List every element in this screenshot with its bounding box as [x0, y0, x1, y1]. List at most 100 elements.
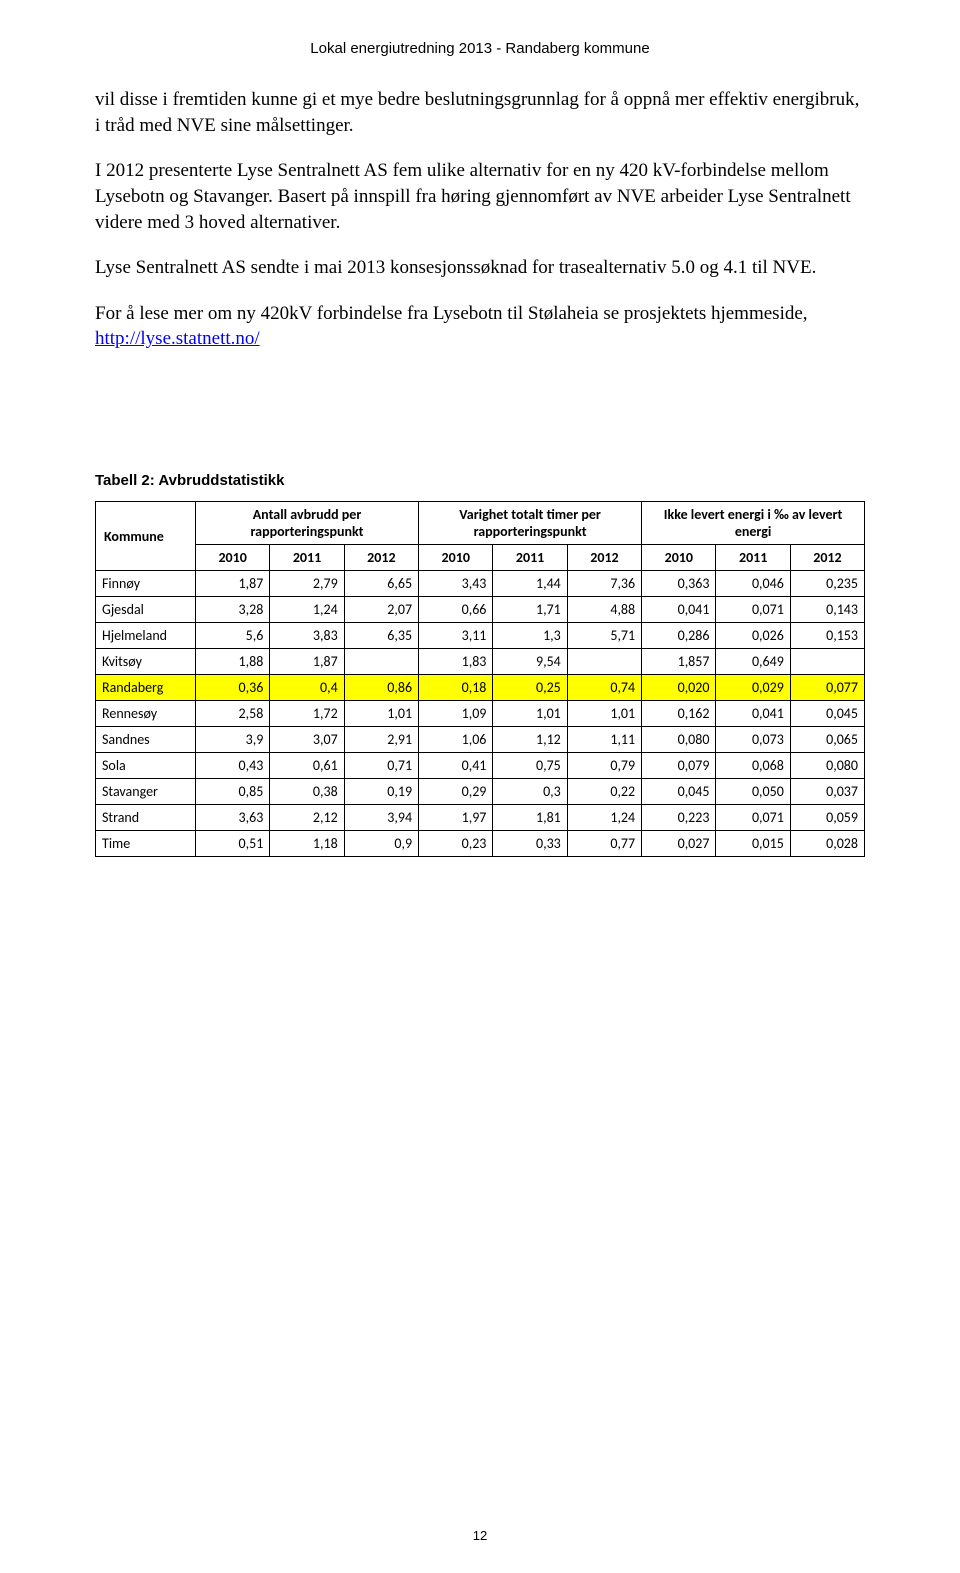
table-caption: Tabell 2: Avbruddstatistikk	[95, 472, 865, 489]
document-page: Lokal energiutredning 2013 - Randaberg k…	[0, 0, 960, 1573]
value-cell: 7,36	[567, 571, 641, 597]
value-cell: 0,23	[419, 831, 493, 857]
value-cell: 0,86	[344, 675, 418, 701]
value-cell: 1,06	[419, 727, 493, 753]
value-cell: 0,649	[716, 649, 790, 675]
value-cell: 1,24	[270, 597, 344, 623]
value-cell: 1,87	[270, 649, 344, 675]
year-head: 2011	[270, 545, 344, 571]
col-group-antall: Antall avbrudd per rapporteringspunkt	[195, 502, 418, 545]
value-cell: 0,027	[642, 831, 716, 857]
value-cell: 2,07	[344, 597, 418, 623]
project-link[interactable]: http://lyse.statnett.no/	[95, 328, 260, 349]
year-head: 2012	[567, 545, 641, 571]
kommune-cell: Kvitsøy	[96, 649, 196, 675]
value-cell: 0,080	[642, 727, 716, 753]
paragraph-4: For å lese mer om ny 420kV forbindelse f…	[95, 301, 865, 352]
value-cell: 1,11	[567, 727, 641, 753]
value-cell: 1,24	[567, 805, 641, 831]
value-cell: 0,153	[790, 623, 864, 649]
value-cell: 0,3	[493, 779, 567, 805]
value-cell: 0,068	[716, 753, 790, 779]
value-cell: 0,363	[642, 571, 716, 597]
value-cell: 1,71	[493, 597, 567, 623]
value-cell: 9,54	[493, 649, 567, 675]
value-cell: 1,3	[493, 623, 567, 649]
value-cell: 0,015	[716, 831, 790, 857]
value-cell: 3,11	[419, 623, 493, 649]
value-cell: 3,9	[195, 727, 269, 753]
paragraph-3: Lyse Sentralnett AS sendte i mai 2013 ko…	[95, 255, 865, 281]
value-cell: 0,059	[790, 805, 864, 831]
table-row: Finnøy1,872,796,653,431,447,360,3630,046…	[96, 571, 865, 597]
value-cell: 0,041	[716, 701, 790, 727]
year-head: 2010	[419, 545, 493, 571]
kommune-cell: Time	[96, 831, 196, 857]
value-cell: 6,35	[344, 623, 418, 649]
year-head: 2011	[493, 545, 567, 571]
value-cell	[567, 649, 641, 675]
value-cell: 0,050	[716, 779, 790, 805]
value-cell: 1,81	[493, 805, 567, 831]
value-cell: 0,028	[790, 831, 864, 857]
value-cell: 1,12	[493, 727, 567, 753]
table-row: Sola0,430,610,710,410,750,790,0790,0680,…	[96, 753, 865, 779]
table-row: Strand3,632,123,941,971,811,240,2230,071…	[96, 805, 865, 831]
value-cell: 0,71	[344, 753, 418, 779]
col-head-kommune: Kommune	[96, 502, 196, 571]
value-cell: 2,79	[270, 571, 344, 597]
value-cell: 0,75	[493, 753, 567, 779]
value-cell: 0,235	[790, 571, 864, 597]
value-cell: 0,223	[642, 805, 716, 831]
year-head: 2010	[642, 545, 716, 571]
value-cell	[790, 649, 864, 675]
year-head: 2010	[195, 545, 269, 571]
value-cell: 3,28	[195, 597, 269, 623]
kommune-cell: Randaberg	[96, 675, 196, 701]
value-cell: 2,58	[195, 701, 269, 727]
kommune-cell: Sandnes	[96, 727, 196, 753]
value-cell: 0,22	[567, 779, 641, 805]
value-cell: 1,72	[270, 701, 344, 727]
value-cell: 0,071	[716, 805, 790, 831]
table-year-row: 2010 2011 2012 2010 2011 2012 2010 2011 …	[96, 545, 865, 571]
paragraph-2: I 2012 presenterte Lyse Sentralnett AS f…	[95, 158, 865, 235]
value-cell: 0,25	[493, 675, 567, 701]
value-cell: 1,09	[419, 701, 493, 727]
value-cell: 0,162	[642, 701, 716, 727]
table-group-header-row: Kommune Antall avbrudd per rapporterings…	[96, 502, 865, 545]
kommune-cell: Sola	[96, 753, 196, 779]
value-cell: 1,88	[195, 649, 269, 675]
value-cell: 3,63	[195, 805, 269, 831]
value-cell: 0,18	[419, 675, 493, 701]
value-cell: 0,38	[270, 779, 344, 805]
table-row: Stavanger0,850,380,190,290,30,220,0450,0…	[96, 779, 865, 805]
value-cell: 0,41	[419, 753, 493, 779]
kommune-cell: Stavanger	[96, 779, 196, 805]
value-cell: 3,83	[270, 623, 344, 649]
year-head: 2012	[790, 545, 864, 571]
value-cell: 2,12	[270, 805, 344, 831]
value-cell: 0,046	[716, 571, 790, 597]
kommune-cell: Strand	[96, 805, 196, 831]
value-cell: 0,065	[790, 727, 864, 753]
value-cell: 2,91	[344, 727, 418, 753]
value-cell: 3,43	[419, 571, 493, 597]
page-header-title: Lokal energiutredning 2013 - Randaberg k…	[95, 40, 865, 57]
value-cell: 0,045	[642, 779, 716, 805]
value-cell: 0,286	[642, 623, 716, 649]
value-cell: 0,029	[716, 675, 790, 701]
table-row: Rennesøy2,581,721,011,091,011,010,1620,0…	[96, 701, 865, 727]
value-cell: 0,020	[642, 675, 716, 701]
value-cell: 1,01	[493, 701, 567, 727]
value-cell: 0,026	[716, 623, 790, 649]
col-group-ile: Ikke levert energi i ‰ av levert energi	[642, 502, 865, 545]
value-cell: 0,071	[716, 597, 790, 623]
value-cell	[344, 649, 418, 675]
value-cell: 0,77	[567, 831, 641, 857]
table-head: Kommune Antall avbrudd per rapporterings…	[96, 502, 865, 571]
value-cell: 1,87	[195, 571, 269, 597]
value-cell: 0,61	[270, 753, 344, 779]
page-number: 12	[0, 1528, 960, 1543]
year-head: 2011	[716, 545, 790, 571]
